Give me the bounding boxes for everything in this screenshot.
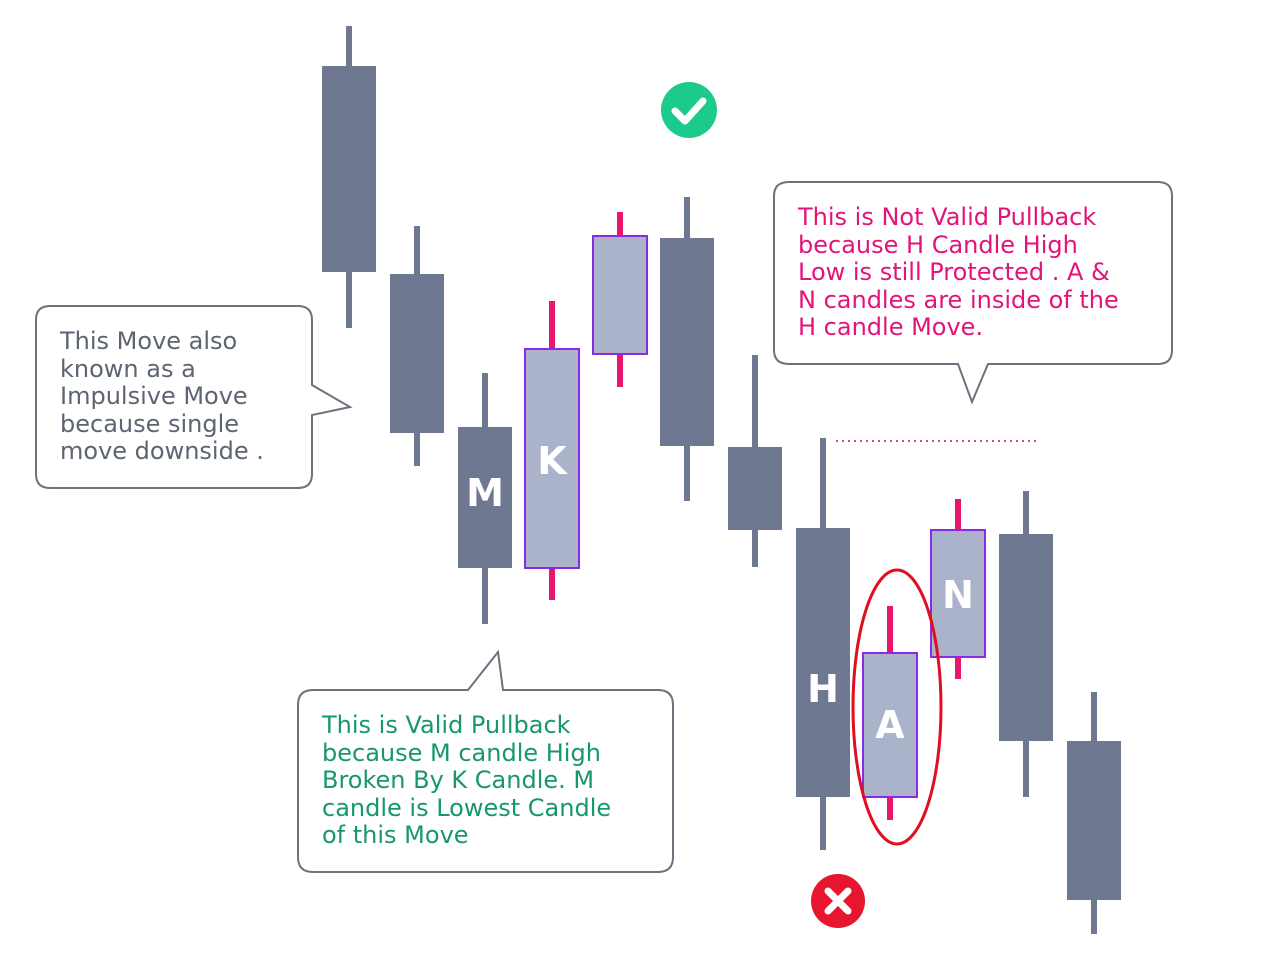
valid-note-line: candle is Lowest Candle bbox=[322, 793, 612, 822]
candle-body bbox=[1067, 741, 1121, 900]
impulse-note-text: This Move also known as a Impulsive Move… bbox=[60, 327, 264, 466]
candle-label-n: N bbox=[942, 573, 974, 617]
candle-body bbox=[458, 427, 512, 568]
candle-body bbox=[999, 534, 1053, 741]
invalid-note-text: This is Not Valid Pullback because H Can… bbox=[798, 203, 1119, 342]
invalid-callout-box bbox=[773, 181, 1173, 405]
candle-body bbox=[862, 652, 918, 798]
candle-body bbox=[524, 348, 580, 569]
candle-label-m: M bbox=[466, 471, 504, 515]
invalid-note-line: Low is still Protected . A & bbox=[798, 258, 1110, 286]
invalid-note-line: H candle Move. bbox=[798, 313, 984, 341]
candle-body bbox=[592, 235, 648, 355]
candle-body bbox=[796, 528, 850, 797]
impulse-callout-box bbox=[35, 305, 353, 489]
candle-body bbox=[322, 66, 376, 272]
impulse-note-line: known as a bbox=[60, 354, 196, 383]
impulse-note-line: move downside . bbox=[60, 437, 264, 465]
a-candle-highlight-circle bbox=[851, 568, 943, 846]
candle-c6 bbox=[660, 197, 714, 501]
candle-c5 bbox=[592, 212, 648, 387]
candle-label-k: K bbox=[537, 439, 568, 483]
candle-body bbox=[728, 447, 782, 530]
candle-body bbox=[660, 238, 714, 446]
invalid-note-line: because H Candle High bbox=[798, 230, 1078, 259]
impulse-note-line: This Move also bbox=[60, 327, 238, 355]
candle-c7 bbox=[728, 355, 782, 567]
impulse-note-line: because single bbox=[60, 409, 240, 438]
candle-c12 bbox=[1067, 692, 1121, 934]
impulse-note-line: Impulsive Move bbox=[60, 382, 248, 410]
valid-callout-box bbox=[297, 649, 674, 873]
invalid-note-line: This is Not Valid Pullback bbox=[798, 203, 1097, 231]
invalid-note-line: N candles are inside of the bbox=[798, 285, 1119, 314]
candle-label-a: A bbox=[875, 703, 905, 747]
candle-c2 bbox=[390, 226, 444, 466]
candle-c1 bbox=[322, 26, 376, 328]
candle-m: M bbox=[458, 373, 512, 624]
candle-a: A bbox=[862, 606, 918, 820]
valid-note-line: of this Move bbox=[322, 821, 469, 849]
valid-note-line: This is Valid Pullback bbox=[322, 711, 571, 739]
valid-note-line: because M candle High bbox=[322, 738, 601, 767]
check-icon bbox=[661, 82, 717, 138]
candle-h: H bbox=[796, 438, 850, 850]
candle-body bbox=[390, 274, 444, 433]
candle-c11 bbox=[999, 491, 1053, 797]
valid-note-text: This is Valid Pullback because M candle … bbox=[322, 711, 612, 850]
cross-icon bbox=[811, 874, 865, 928]
candle-body bbox=[930, 529, 986, 658]
candle-label-h: H bbox=[807, 667, 839, 711]
valid-note-line: Broken By K Candle. M bbox=[322, 766, 595, 794]
candle-k: K bbox=[524, 301, 580, 600]
candle-n: N bbox=[930, 499, 986, 679]
